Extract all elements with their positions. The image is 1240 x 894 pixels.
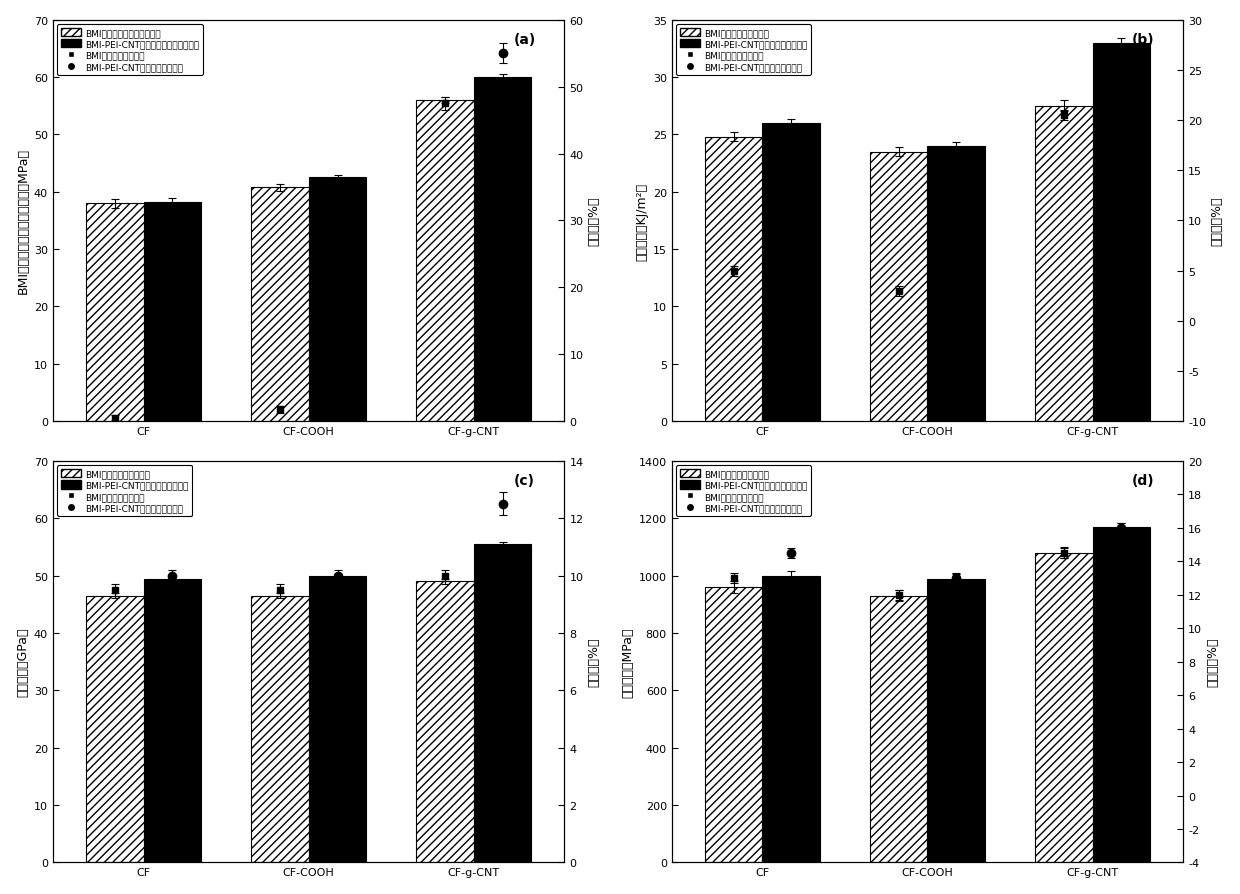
Text: (a): (a) <box>513 33 536 46</box>
Bar <box>763 576 820 863</box>
Bar <box>144 579 201 863</box>
Bar <box>704 587 763 863</box>
Legend: BMI复合材料的冲击强度, BMI-PEI-CNT复合材料的冲击强度, BMI复合材料的变化率, BMI-PEI-CNT复合材料的变化率: BMI复合材料的冲击强度, BMI-PEI-CNT复合材料的冲击强度, BMI复… <box>676 25 811 76</box>
Y-axis label: 变化率（%）: 变化率（%） <box>1210 197 1224 246</box>
Y-axis label: 弯曲强度（MPa）: 弯曲强度（MPa） <box>621 627 635 697</box>
Bar <box>250 188 309 422</box>
Bar <box>704 138 763 422</box>
Y-axis label: 变化率（%）: 变化率（%） <box>588 637 600 687</box>
Y-axis label: 冲击强度（KJ/m²）: 冲击强度（KJ/m²） <box>635 182 649 260</box>
Bar <box>415 582 474 863</box>
Bar <box>415 101 474 422</box>
Bar <box>763 123 820 422</box>
Bar <box>144 203 201 422</box>
Y-axis label: 变化率（%）: 变化率（%） <box>588 197 600 246</box>
Y-axis label: 变化率（%）: 变化率（%） <box>1207 637 1219 687</box>
Bar <box>928 579 986 863</box>
Legend: BMI复合材料的界面剪切强度, BMI-PEI-CNT复合材料的界面剪切强度, BMI复合材料的变化率, BMI-PEI-CNT复合材料的变化率: BMI复合材料的界面剪切强度, BMI-PEI-CNT复合材料的界面剪切强度, … <box>57 25 203 76</box>
Bar <box>1092 527 1151 863</box>
Bar <box>474 78 532 422</box>
Y-axis label: 弯曲模量（GPa）: 弯曲模量（GPa） <box>16 628 30 696</box>
Bar <box>86 596 144 863</box>
Bar <box>1092 44 1151 422</box>
Text: (c): (c) <box>513 474 534 487</box>
Bar <box>474 544 532 863</box>
Bar <box>869 596 928 863</box>
Legend: BMI复合材料的弯曲模量, BMI-PEI-CNT复合材料的弯曲模量, BMI复合材料的变化率, BMI-PEI-CNT复合材料的变化率: BMI复合材料的弯曲模量, BMI-PEI-CNT复合材料的弯曲模量, BMI复… <box>57 466 192 517</box>
Bar <box>250 596 309 863</box>
Bar <box>1034 553 1092 863</box>
Bar <box>309 178 367 422</box>
Legend: BMI复合材料的弯曲强度, BMI-PEI-CNT复合材料的弯曲强度, BMI复合材料的变化率, BMI-PEI-CNT复合材料的变化率: BMI复合材料的弯曲强度, BMI-PEI-CNT复合材料的弯曲强度, BMI复… <box>676 466 811 517</box>
Bar <box>86 204 144 422</box>
Bar <box>309 576 367 863</box>
Bar <box>1034 106 1092 422</box>
Bar <box>928 147 986 422</box>
Text: (b): (b) <box>1132 33 1154 46</box>
Text: (d): (d) <box>1132 474 1154 487</box>
Bar <box>869 153 928 422</box>
Y-axis label: BMI复合材料的界面剪切强度（MPa）: BMI复合材料的界面剪切强度（MPa） <box>16 148 30 294</box>
